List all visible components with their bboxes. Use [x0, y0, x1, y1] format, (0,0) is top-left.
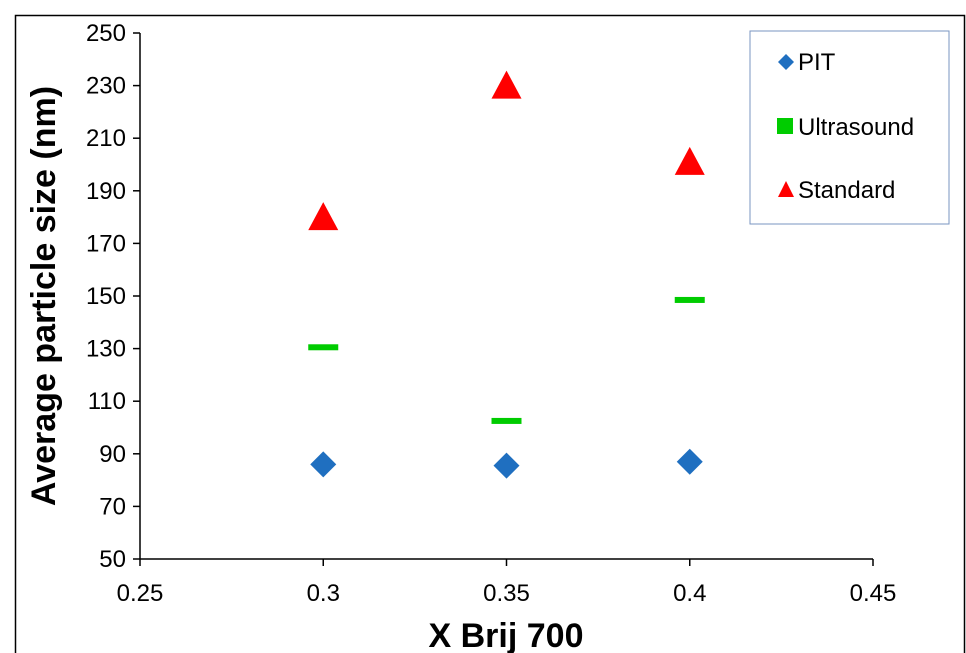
legend-label-pit: PIT — [798, 49, 836, 76]
point-ultrasound — [308, 344, 339, 351]
legend: PIT Ultrasound Standard — [749, 30, 950, 225]
legend-item-pit: PIT — [778, 49, 836, 76]
legend-ultrasound-square-marker — [777, 118, 793, 134]
data-points — [308, 70, 705, 479]
legend-label-ultrasound: Ultrasound — [798, 114, 914, 141]
x-ticks: 0.25 0.3 0.35 0.4 0.45 — [117, 559, 897, 607]
y-tick-label: 90 — [99, 441, 126, 468]
legend-pit-diamond-marker — [778, 54, 794, 70]
x-axis-title: X Brij 700 — [429, 617, 584, 653]
y-tick-label: 170 — [86, 230, 126, 257]
x-tick-label: 0.45 — [850, 580, 897, 607]
point-pit — [493, 452, 520, 479]
y-tick-label: 110 — [88, 388, 126, 415]
x-tick-label: 0.25 — [117, 580, 164, 607]
y-tick-label: 230 — [86, 73, 126, 100]
y-tick-label: 190 — [86, 178, 126, 205]
legend-standard-triangle-marker — [778, 181, 794, 197]
point-standard — [674, 146, 705, 175]
x-tick-label: 0.3 — [307, 580, 340, 607]
point-ultrasound — [674, 296, 705, 303]
y-axis-title: Average particle size (nm) — [25, 86, 63, 506]
point-pit — [676, 448, 703, 475]
point-standard — [308, 202, 339, 231]
y-tick-label: 210 — [86, 125, 126, 152]
y-ticks: 50 70 90 110 130 150 170 190 210 230 250 — [86, 20, 140, 573]
point-standard — [491, 70, 522, 99]
x-tick-label: 0.4 — [673, 580, 706, 607]
y-tick-label: 150 — [86, 283, 126, 310]
x-tick-label: 0.35 — [483, 580, 530, 607]
y-tick-label: 250 — [86, 20, 126, 47]
y-tick-label: 70 — [99, 493, 126, 520]
legend-item-ultrasound: Ultrasound — [777, 114, 914, 141]
point-pit — [310, 451, 337, 478]
legend-label-standard: Standard — [798, 177, 895, 204]
y-tick-label: 50 — [99, 546, 126, 573]
legend-item-standard: Standard — [778, 177, 895, 204]
point-ultrasound — [491, 417, 522, 424]
y-tick-label: 130 — [86, 336, 126, 363]
